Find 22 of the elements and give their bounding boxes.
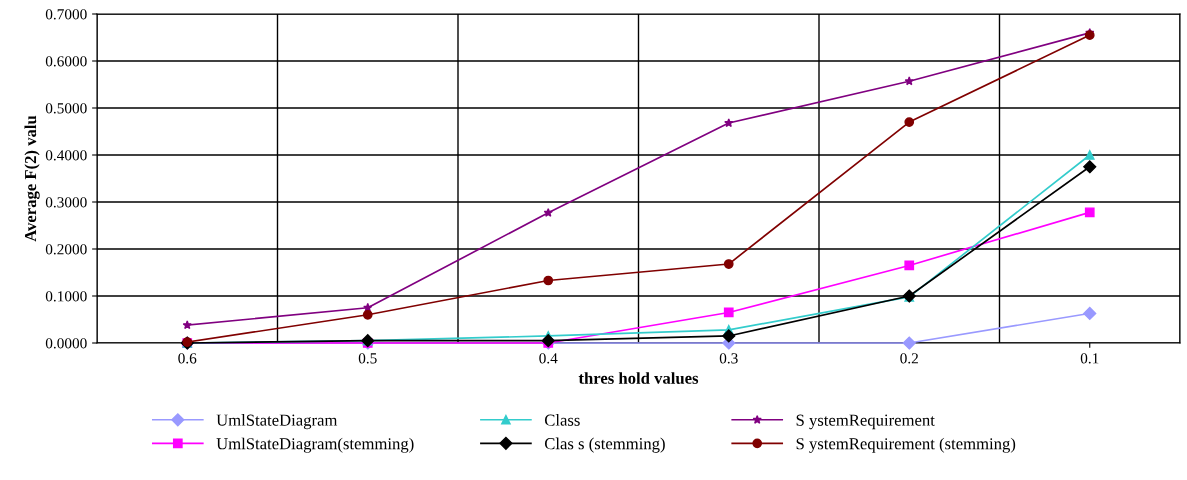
- x-tick-label: 0.5: [358, 353, 377, 364]
- legend-label: Clas s (stemming): [544, 437, 665, 453]
- x-tick-label: 0.4: [539, 353, 558, 364]
- legend-label: S ystemRequirement: [796, 414, 935, 430]
- y-tick-label: 0.0000: [45, 338, 87, 349]
- y-tick-label: 0.1000: [45, 291, 87, 302]
- y-axis-title: Average F(2) valu: [24, 115, 40, 242]
- legend-label: UmlStateDiagram(stemming): [216, 437, 414, 453]
- x-tick-label: 0.1: [1080, 353, 1099, 364]
- x-tick-label: 0.2: [900, 353, 918, 364]
- y-tick-label: 0.6000: [45, 56, 87, 67]
- legend-label: UmlStateDiagram: [216, 414, 338, 430]
- y-tick-label: 0.3000: [45, 197, 87, 208]
- y-tick-label: 0.7000: [45, 9, 87, 20]
- y-tick-label: 0.2000: [45, 244, 87, 255]
- legend-label: Class: [544, 414, 580, 426]
- y-tick-label: 0.4000: [45, 150, 87, 161]
- legend-label: S ystemRequirement (stemming): [796, 437, 1016, 453]
- y-tick-label: 0.5000: [45, 103, 87, 114]
- x-tick-label: 0.3: [719, 353, 738, 364]
- x-tick-label: 0.6: [178, 353, 197, 364]
- x-axis-title: thres hold values: [578, 372, 699, 384]
